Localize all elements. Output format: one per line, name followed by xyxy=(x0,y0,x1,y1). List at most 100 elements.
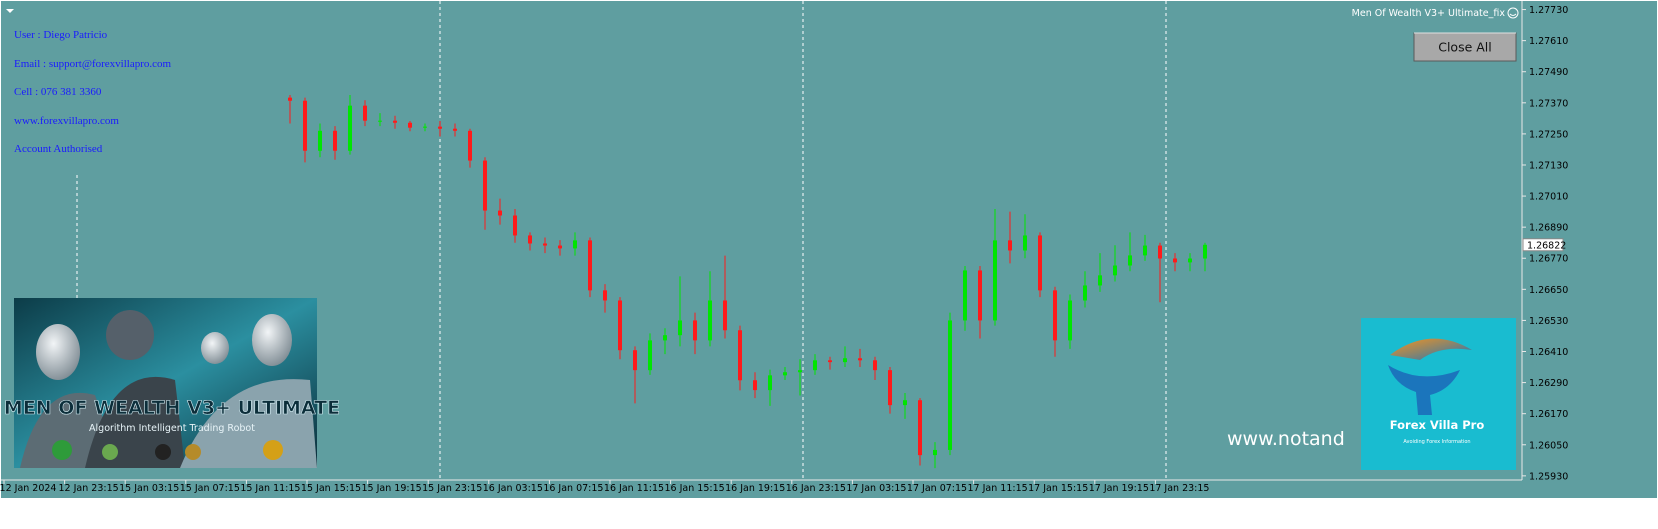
candle-body xyxy=(513,215,517,236)
candles xyxy=(288,95,1207,469)
logo: Forex Villa Pro Avoiding Forex Informati… xyxy=(1361,318,1516,470)
candle-body xyxy=(1098,275,1102,286)
time-scale-area xyxy=(1,480,1657,498)
robot-head xyxy=(36,324,80,380)
robot-head xyxy=(201,332,229,364)
candle-body xyxy=(663,335,667,341)
y-tick-label: 1.26530 xyxy=(1529,316,1568,327)
candle-body xyxy=(393,120,397,123)
close-all-button[interactable]: Close All xyxy=(1413,32,1517,62)
candle-body xyxy=(1158,245,1162,259)
candle-body xyxy=(588,240,592,291)
expert-smiley[interactable] xyxy=(1507,7,1519,19)
candle-body xyxy=(1203,244,1207,259)
info-line: www.forexvillapro.com xyxy=(14,115,119,127)
candle-body xyxy=(543,243,547,246)
candle-body xyxy=(648,340,652,371)
period-separators xyxy=(76,1,1167,480)
menu-arrow[interactable] xyxy=(6,9,14,13)
candle-body xyxy=(678,320,682,336)
y-tick-label: 1.26650 xyxy=(1529,285,1568,296)
candle-body xyxy=(813,360,817,371)
y-tick-label: 1.27490 xyxy=(1529,67,1568,78)
x-tick-label: 17 Jan 15:15 xyxy=(1028,483,1088,494)
banner-title: MEN OF WEALTH V3+ ULTIMATE xyxy=(4,397,340,419)
candle-body xyxy=(1053,290,1057,341)
x-tick-label: 15 Jan 11:15 xyxy=(240,483,300,494)
expert-name: Men Of Wealth V3+ Ultimate_fix xyxy=(1352,8,1506,19)
x-tick-label: 16 Jan 03:15 xyxy=(483,483,543,494)
candle-body xyxy=(858,358,862,361)
candle-body xyxy=(453,128,457,131)
candle-body xyxy=(798,370,802,373)
robot-head xyxy=(106,310,154,360)
candle-body xyxy=(1008,240,1012,251)
candle-body xyxy=(918,400,922,456)
badge xyxy=(52,440,72,460)
candle-body xyxy=(783,372,787,376)
candle-body xyxy=(498,210,502,216)
x-tick-label: 17 Jan 07:15 xyxy=(907,483,967,494)
candle-body xyxy=(993,240,997,321)
button-label[interactable]: Close All xyxy=(1438,40,1492,55)
robot-head xyxy=(252,314,292,366)
candle-body xyxy=(768,375,772,391)
candle-body xyxy=(693,320,697,341)
banner-image: MEN OF WEALTH V3+ ULTIMATE Algorithm Int… xyxy=(4,298,340,468)
candle-body xyxy=(423,126,427,128)
banner-subtitle: Algorithm Intelligent Trading Robot xyxy=(89,423,255,434)
x-tick-label: 16 Jan 15:15 xyxy=(665,483,725,494)
smiley-face xyxy=(1507,7,1519,19)
x-tick-label: 17 Jan 03:15 xyxy=(846,483,906,494)
x-tick-label: 16 Jan 11:15 xyxy=(604,483,664,494)
logo-title: Forex Villa Pro xyxy=(1390,418,1485,432)
x-tick-label: 16 Jan 23:15 xyxy=(786,483,846,494)
candle-body xyxy=(483,160,487,211)
candle-body xyxy=(1038,235,1042,291)
current-price-box xyxy=(1522,238,1564,252)
x-tick-label: 16 Jan 19:15 xyxy=(725,483,785,494)
candle-body xyxy=(1188,258,1192,263)
candle-body xyxy=(1113,265,1117,276)
x-tick-label: 17 Jan 19:15 xyxy=(1089,483,1149,494)
x-tick-label: 17 Jan 23:15 xyxy=(1149,483,1209,494)
x-tick-label: 15 Jan 23:15 xyxy=(422,483,482,494)
info-line: Cell : 076 381 3360 xyxy=(14,86,102,98)
candle-body xyxy=(948,320,952,450)
badge xyxy=(155,444,171,460)
candle-body xyxy=(408,122,412,128)
candle-body xyxy=(558,245,562,249)
candle-body xyxy=(903,400,907,406)
info-line: Email : support@forexvillapro.com xyxy=(14,58,172,70)
candle-body xyxy=(843,358,847,363)
candle-body xyxy=(363,105,367,121)
candle-body xyxy=(1128,255,1132,266)
y-tick-label: 1.27130 xyxy=(1529,160,1568,171)
candle-body xyxy=(633,350,637,371)
y-tick-label: 1.27010 xyxy=(1529,192,1568,203)
current-price-label: 1.26822 xyxy=(1527,240,1566,251)
badge xyxy=(263,440,283,460)
y-tick-label: 1.27610 xyxy=(1529,36,1568,47)
x-tick-label: 15 Jan 19:15 xyxy=(362,483,422,494)
candle-body xyxy=(378,120,382,122)
info-line: Account Authorised xyxy=(14,143,103,155)
candle-body xyxy=(603,290,607,301)
x-tick-label: 12 Jan 2024 xyxy=(0,483,56,494)
y-tick-label: 1.27370 xyxy=(1529,98,1568,109)
candle-body xyxy=(828,360,832,363)
account-info: User : Diego Patricio Email : support@fo… xyxy=(14,29,172,155)
candle-body xyxy=(1068,300,1072,341)
candle-body xyxy=(963,270,967,321)
y-tick-label: 1.26170 xyxy=(1529,409,1568,420)
candle-body xyxy=(1023,235,1027,251)
logo-subtitle: Avoiding Forex Information xyxy=(1403,439,1470,445)
x-tick-label: 16 Jan 07:15 xyxy=(543,483,603,494)
watermark: www.notand xyxy=(1227,428,1345,450)
candle-body xyxy=(288,97,292,101)
x-tick-label: 12 Jan 23:15 xyxy=(59,483,119,494)
candle-body xyxy=(573,240,577,249)
candle-body xyxy=(1143,245,1147,256)
y-tick-label: 1.26770 xyxy=(1529,254,1568,265)
y-tick-label: 1.25930 xyxy=(1529,471,1568,482)
